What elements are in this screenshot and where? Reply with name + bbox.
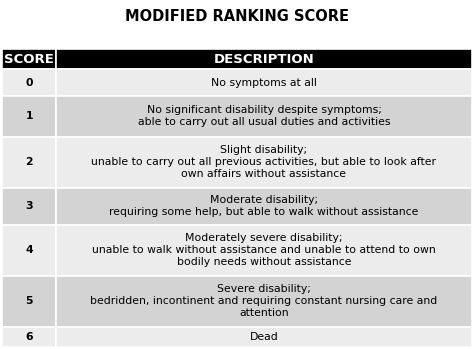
Text: Severe disability;
bedridden, incontinent and requiring constant nursing care an: Severe disability; bedridden, incontinen… (91, 284, 438, 318)
Text: SCORE: SCORE (4, 53, 55, 66)
Text: Moderate disability;
requiring some help, but able to walk without assistance: Moderate disability; requiring some help… (109, 195, 419, 217)
Text: No significant disability despite symptoms;
able to carry out all usual duties a: No significant disability despite sympto… (138, 105, 390, 127)
Text: 3: 3 (26, 201, 33, 211)
Text: DESCRIPTION: DESCRIPTION (214, 53, 314, 66)
Text: 1: 1 (26, 111, 33, 121)
Text: Slight disability;
unable to carry out all previous activities, but able to look: Slight disability; unable to carry out a… (91, 145, 437, 179)
Text: 0: 0 (26, 77, 33, 88)
Text: Dead: Dead (250, 332, 278, 342)
Text: Moderately severe disability;
unable to walk without assistance and unable to at: Moderately severe disability; unable to … (92, 233, 436, 267)
Text: 2: 2 (26, 157, 33, 167)
Text: 5: 5 (26, 296, 33, 306)
Text: No symptoms at all: No symptoms at all (211, 77, 317, 88)
Text: 6: 6 (26, 332, 33, 342)
Text: 4: 4 (26, 245, 33, 255)
Text: MODIFIED RANKING SCORE: MODIFIED RANKING SCORE (125, 9, 349, 24)
